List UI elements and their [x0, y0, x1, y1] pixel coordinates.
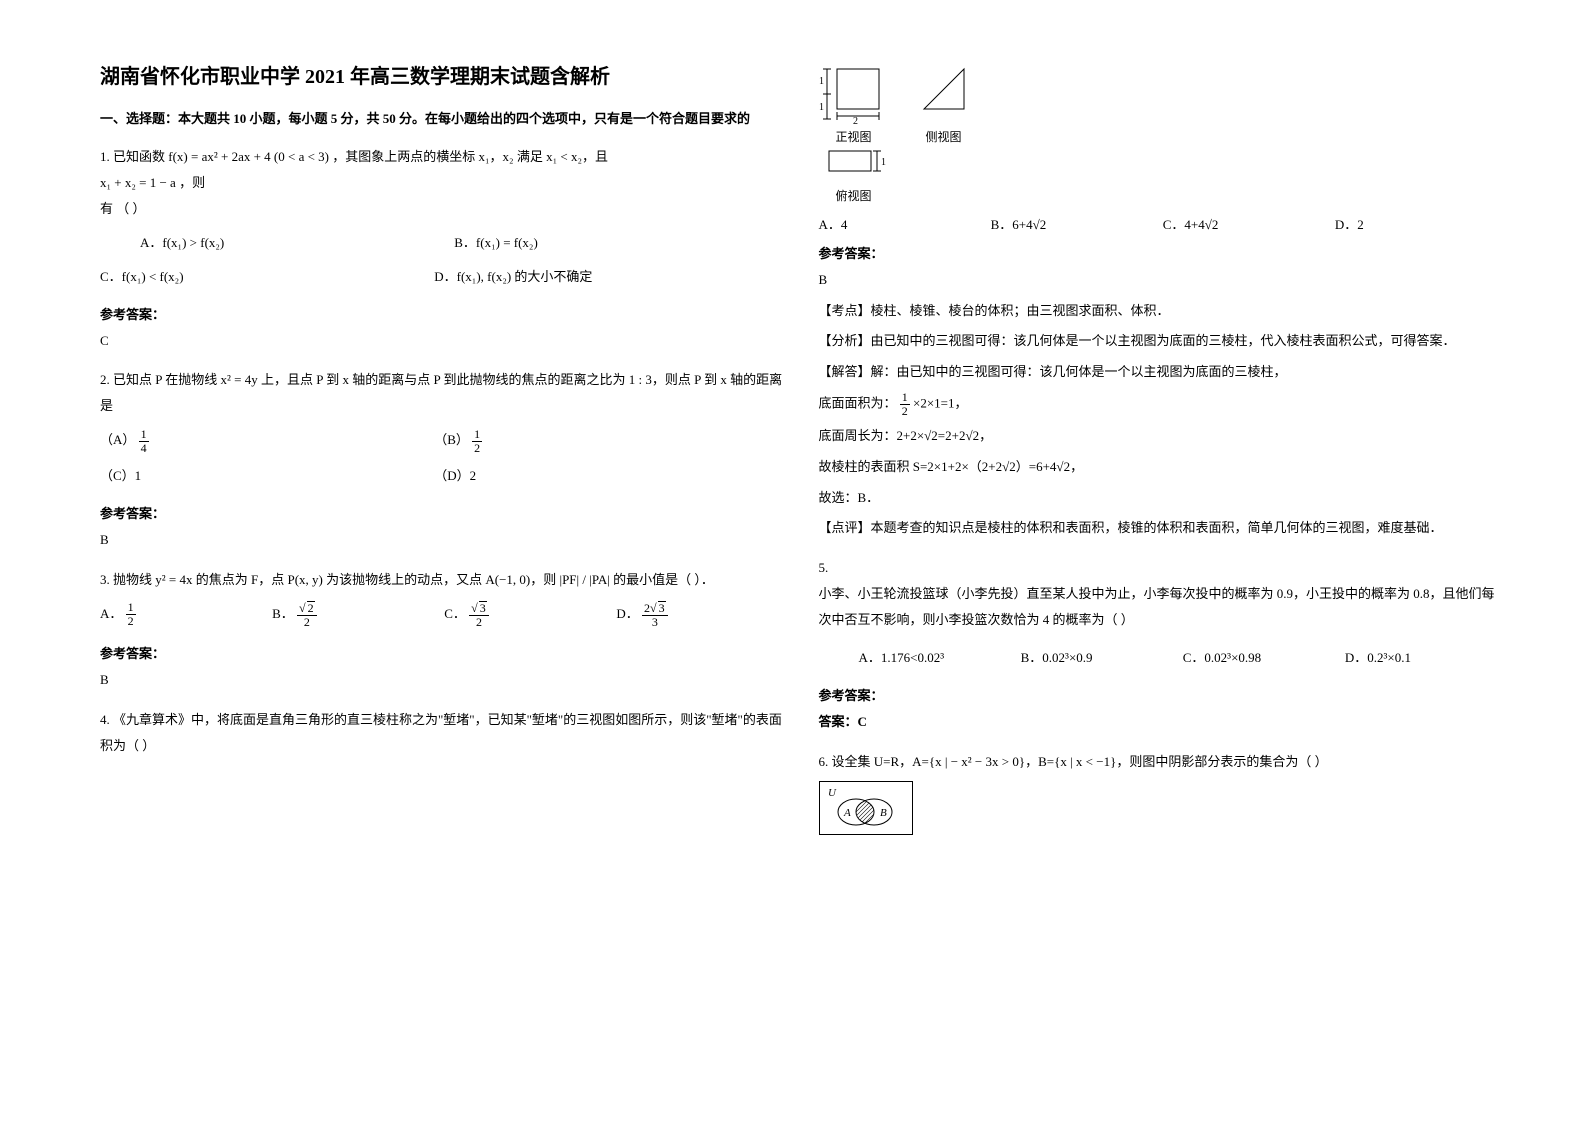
q2-choice-c: （C）1	[100, 463, 434, 489]
q5-answer-label: 参考答案：	[819, 685, 1508, 704]
q1-choice-a: A．f(x₁) > f(x₂)	[140, 230, 454, 256]
side-view-label: 侧视图	[919, 128, 969, 145]
q2-choice-d: （D）2	[434, 463, 768, 489]
question-1: 1. 已知函数 f(x) = ax² + 2ax + 4 (0 < a < 3)…	[100, 144, 789, 290]
q4-exp-l1: 底面面积为： 12 ×2×1=1，	[819, 391, 1508, 418]
q4-choice-b: B．6+4√2	[991, 214, 1163, 233]
front-view-label: 正视图	[819, 128, 889, 145]
page-title: 湖南省怀化市职业中学 2021 年高三数学理期末试题含解析	[100, 60, 789, 89]
q4-exp-3: 【解答】解：由已知中的三视图可得：该几何体是一个以主视图为底面的三棱柱，	[819, 360, 1508, 385]
q2-answer-label: 参考答案：	[100, 503, 789, 522]
q5-num: 5.	[819, 555, 1508, 581]
q1-stem-a: 1. 已知函数 f(x) = ax² + 2ax + 4 (0 < a < 3)…	[100, 144, 789, 170]
q1-answer: C	[100, 329, 789, 354]
svg-text:1: 1	[819, 76, 824, 87]
q1-answer-label: 参考答案：	[100, 304, 789, 323]
venn-diagram: U A B	[819, 781, 913, 835]
three-views-diagram: 1 1 2 正视图 侧视图	[819, 64, 1508, 204]
q4-choice-c: C．4+4√2	[1163, 214, 1335, 233]
q2-answer: B	[100, 528, 789, 553]
section-1-heading: 一、选择题：本大题共 10 小题，每小题 5 分，共 50 分。在每小题给出的四…	[100, 109, 789, 130]
q1-stem-b: x₁ + x₂ = 1 − a ，则	[100, 170, 789, 196]
q5-choice-b: B．0.02³×0.9	[1021, 645, 1183, 671]
q6-stem: 6. 设全集 U=R，A={x | − x² − 3x > 0}，B={x | …	[819, 749, 1508, 775]
q1-choice-c: C．f(x₁) < f(x₂)	[100, 264, 434, 290]
q3-answer-label: 参考答案：	[100, 643, 789, 662]
q2-choice-a: （A） 14	[100, 427, 434, 455]
q3-choice-a: A． 12	[100, 601, 272, 629]
q3-choice-b: B． √22	[272, 601, 444, 629]
question-2: 2. 已知点 P 在抛物线 x² = 4y 上，且点 P 到 x 轴的距离与点 …	[100, 367, 789, 489]
q4-choices: A．4 B．6+4√2 C．4+4√2 D．2	[819, 214, 1508, 233]
fraction-1-2: 12	[472, 428, 482, 455]
q3-answer: B	[100, 668, 789, 693]
venn-a-label: A	[843, 807, 851, 819]
top-view-label: 俯视图	[819, 187, 889, 204]
venn-u-label: U	[828, 787, 837, 799]
svg-text:1: 1	[881, 157, 886, 168]
q5-stem: 小李、小王轮流投篮球（小李先投）直至某人投中为止，小李每次投中的概率为 0.9，…	[819, 581, 1508, 633]
question-5: 5. 小李、小王轮流投篮球（小李先投）直至某人投中为止，小李每次投中的概率为 0…	[819, 555, 1508, 671]
question-4-stem: 4. 《九章算术》中，将底面是直角三角形的直三棱柱称之为"堑堵"，已知某"堑堵"…	[100, 707, 789, 759]
q4-answer: B	[819, 268, 1508, 293]
svg-text:1: 1	[819, 102, 824, 113]
q1-choice-d: D．f(x₁), f(x₂) 的大小不确定	[434, 264, 768, 290]
q4-exp-l3: 故棱柱的表面积 S=2×1+2×（2+2√2）=6+4√2，	[819, 455, 1508, 480]
q3-choice-d: D． 2√33	[616, 601, 788, 629]
top-view-svg: 1	[819, 149, 889, 183]
q4-choice-a: A．4	[819, 214, 991, 233]
svg-text:2: 2	[853, 116, 858, 124]
q1-stem-c: 有 （ ）	[100, 196, 789, 222]
q2-choice-b: （B） 12	[434, 427, 768, 455]
q4-choice-d: D．2	[1335, 214, 1507, 233]
q4-exp-l4: 故选：B．	[819, 486, 1508, 511]
q5-answer: 答案：C	[819, 710, 1508, 735]
q4-exp-4: 【点评】本题考查的知识点是棱柱的体积和表面积，棱锥的体积和表面积，简单几何体的三…	[819, 516, 1508, 541]
q1-choice-b: B．f(x₁) = f(x₂)	[454, 230, 768, 256]
side-view-svg	[919, 64, 969, 124]
q4-answer-label: 参考答案：	[819, 243, 1508, 262]
q5-choice-d: D．0.2³×0.1	[1345, 645, 1507, 671]
q2-stem: 2. 已知点 P 在抛物线 x² = 4y 上，且点 P 到 x 轴的距离与点 …	[100, 367, 789, 419]
q4-exp-2: 【分析】由已知中的三视图可得：该几何体是一个以主视图为底面的三棱柱，代入棱柱表面…	[819, 329, 1508, 354]
fraction-1-4: 14	[139, 428, 149, 455]
question-3: 3. 抛物线 y² = 4x 的焦点为 F，点 P(x, y) 为该抛物线上的动…	[100, 567, 789, 629]
q4-exp-l2: 底面周长为：2+2×√2=2+2√2，	[819, 424, 1508, 449]
q5-choice-c: C．0.02³×0.98	[1183, 645, 1345, 671]
q4-exp-1: 【考点】棱柱、棱锥、棱台的体积；由三视图求面积、体积．	[819, 299, 1508, 324]
question-6: 6. 设全集 U=R，A={x | − x² − 3x > 0}，B={x | …	[819, 749, 1508, 844]
venn-b-label: B	[880, 807, 887, 819]
front-view-svg: 1 1 2	[819, 64, 889, 124]
q3-choice-c: C． √32	[444, 601, 616, 629]
q5-choice-a: A．1.176<0.02³	[859, 645, 1021, 671]
q3-stem: 3. 抛物线 y² = 4x 的焦点为 F，点 P(x, y) 为该抛物线上的动…	[100, 567, 789, 593]
